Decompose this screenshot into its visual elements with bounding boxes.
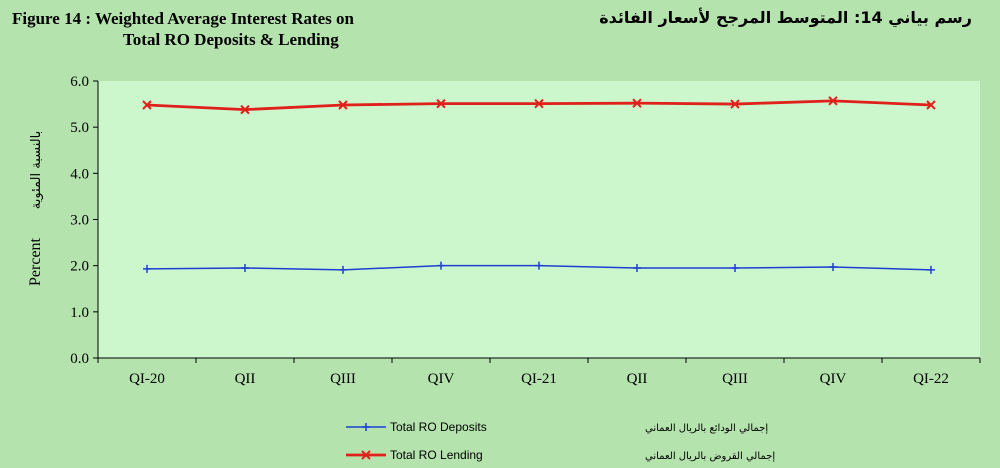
chart-title-line1: Figure 14 : Weighted Average Interest Ra…	[12, 9, 355, 28]
data-point	[535, 261, 543, 270]
x-tick-label: QI-20	[129, 371, 165, 387]
x-tick-label: QI-21	[521, 371, 557, 387]
y-tick-label: 6.0	[70, 74, 89, 90]
y-tick-label: 2.0	[70, 259, 89, 275]
data-point	[731, 263, 739, 272]
data-point	[730, 99, 740, 109]
x-tick-label: QIII	[722, 371, 748, 387]
x-tick-label: QII	[235, 371, 256, 387]
data-point	[339, 265, 347, 274]
x-tick-label: QIV	[428, 371, 455, 387]
data-point	[534, 98, 544, 109]
y-tick-label: 3.0	[70, 213, 89, 229]
legend-label: Total RO Deposits	[390, 420, 487, 434]
data-point	[362, 423, 370, 431]
data-point	[241, 263, 249, 272]
y-axis-label-arabic: بالنسبة المئوية	[29, 131, 44, 209]
data-point	[436, 98, 446, 109]
x-tick-label: QI-22	[913, 371, 949, 387]
y-tick-label: 4.0	[70, 166, 89, 182]
chart-title-arabic: رسم بياني 14: المتوسط المرجح لأسعار الفا…	[599, 8, 972, 27]
x-tick-label: QIV	[820, 371, 847, 387]
chart-title: Figure 14 : Weighted Average Interest Ra…	[12, 8, 354, 50]
y-tick-label: 0.0	[70, 351, 89, 367]
data-point	[828, 96, 838, 106]
chart-title-line2: Total RO Deposits & Lending	[123, 30, 339, 49]
data-point	[361, 450, 371, 460]
x-tick-label: QIII	[330, 371, 356, 387]
data-point	[338, 100, 348, 110]
y-tick-label: 5.0	[70, 120, 89, 136]
legend-label-arabic: إجمالي القروض بالريال العماني	[645, 451, 775, 462]
data-point	[632, 98, 642, 108]
plot-area	[98, 81, 980, 358]
legend-label: Total RO Lending	[390, 448, 483, 462]
data-point	[143, 264, 151, 273]
data-point	[142, 100, 152, 110]
data-point	[240, 104, 250, 115]
data-point	[633, 263, 641, 272]
data-point	[829, 263, 837, 272]
legend-label-arabic: إجمالي الودائع بالريال العماني	[645, 423, 768, 434]
data-point	[926, 100, 936, 110]
y-tick-label: 1.0	[70, 305, 89, 321]
data-point	[927, 265, 935, 274]
x-tick-label: QII	[627, 371, 648, 387]
y-axis-label: Percent	[27, 237, 44, 286]
data-point	[437, 261, 445, 270]
